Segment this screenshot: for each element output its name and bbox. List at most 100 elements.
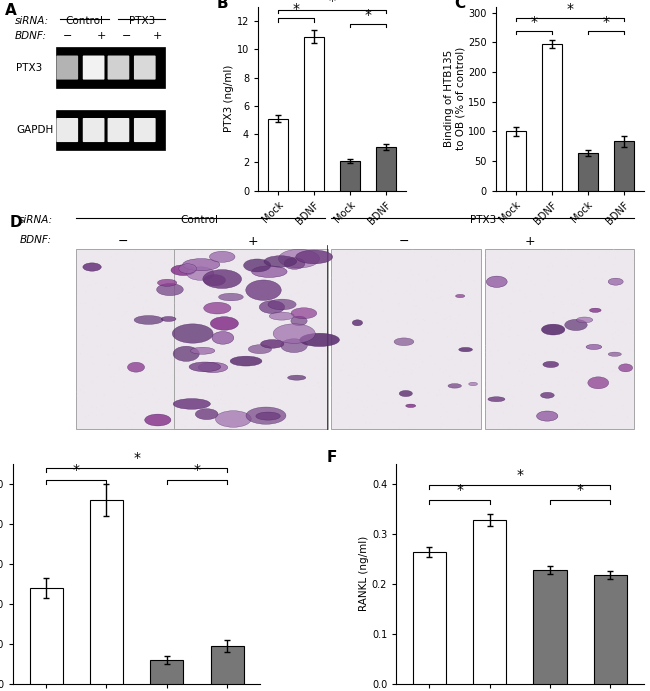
- Point: [566, 298, 577, 309]
- Point: [216, 305, 227, 316]
- Point: [106, 371, 116, 382]
- Point: [97, 408, 107, 419]
- Point: [475, 270, 486, 281]
- Point: [322, 308, 332, 319]
- Point: [114, 328, 125, 339]
- Point: [545, 377, 555, 388]
- Point: [156, 297, 166, 308]
- Point: [121, 306, 131, 317]
- Point: [219, 316, 229, 327]
- Point: [453, 319, 463, 330]
- Point: [515, 346, 526, 357]
- Point: [196, 274, 206, 285]
- Point: [253, 284, 263, 295]
- Point: [266, 361, 276, 372]
- Point: [105, 346, 116, 357]
- Point: [83, 320, 94, 331]
- Point: [298, 377, 308, 388]
- Point: [289, 331, 299, 342]
- Point: [365, 369, 375, 380]
- Point: [215, 351, 226, 362]
- Point: [538, 286, 549, 297]
- Point: [402, 319, 412, 330]
- Point: [320, 265, 331, 276]
- Point: [172, 299, 183, 310]
- Bar: [413, 552, 446, 684]
- Point: [172, 255, 182, 266]
- Point: [198, 266, 208, 277]
- Point: [577, 282, 588, 293]
- Point: [276, 408, 286, 419]
- Point: [594, 377, 604, 388]
- Point: [422, 274, 432, 285]
- Point: [623, 375, 633, 386]
- Point: [380, 316, 390, 327]
- Point: [474, 330, 484, 341]
- Point: [465, 350, 476, 361]
- Point: [387, 398, 398, 409]
- Point: [116, 324, 127, 335]
- Point: [86, 357, 97, 368]
- Ellipse shape: [394, 338, 414, 346]
- Point: [192, 404, 203, 415]
- Point: [79, 297, 89, 308]
- Point: [493, 281, 504, 292]
- Point: [439, 267, 449, 278]
- Point: [88, 320, 99, 331]
- Point: [436, 267, 446, 278]
- Point: [464, 246, 474, 257]
- Point: [466, 275, 476, 286]
- Point: [616, 280, 627, 291]
- Point: [352, 363, 362, 374]
- Point: [497, 317, 508, 328]
- Point: [471, 284, 482, 295]
- Point: [476, 308, 486, 319]
- Point: [357, 269, 367, 281]
- Point: [159, 281, 169, 292]
- Point: [394, 397, 404, 408]
- Point: [514, 370, 525, 381]
- Point: [203, 411, 213, 422]
- Point: [339, 364, 349, 375]
- Point: [374, 301, 384, 312]
- Point: [558, 299, 569, 310]
- Point: [331, 404, 341, 415]
- Point: [437, 278, 447, 290]
- Point: [75, 410, 85, 422]
- Point: [318, 397, 328, 408]
- Point: [216, 310, 227, 321]
- Point: [354, 330, 365, 341]
- Point: [525, 414, 536, 425]
- Point: [112, 359, 123, 370]
- Point: [317, 318, 328, 329]
- Point: [441, 305, 451, 316]
- Point: [417, 299, 427, 310]
- Point: [79, 320, 89, 331]
- Point: [187, 354, 197, 366]
- Point: [140, 278, 151, 289]
- Point: [426, 252, 437, 263]
- Point: [271, 299, 281, 310]
- Point: [545, 381, 556, 392]
- Point: [185, 290, 195, 301]
- Point: [608, 321, 619, 332]
- Text: *: *: [194, 464, 200, 477]
- Point: [504, 274, 514, 285]
- Point: [575, 394, 585, 405]
- Point: [286, 291, 296, 302]
- Point: [610, 316, 621, 327]
- Point: [238, 314, 248, 325]
- Point: [514, 372, 525, 384]
- Point: [278, 409, 289, 420]
- Point: [291, 327, 301, 338]
- Point: [142, 278, 152, 290]
- Point: [122, 327, 132, 338]
- Point: [446, 422, 456, 433]
- Point: [225, 274, 235, 285]
- Point: [183, 318, 194, 329]
- Point: [89, 366, 99, 377]
- Point: [202, 325, 213, 337]
- Point: [242, 420, 253, 431]
- Point: [504, 422, 514, 433]
- Point: [488, 359, 499, 370]
